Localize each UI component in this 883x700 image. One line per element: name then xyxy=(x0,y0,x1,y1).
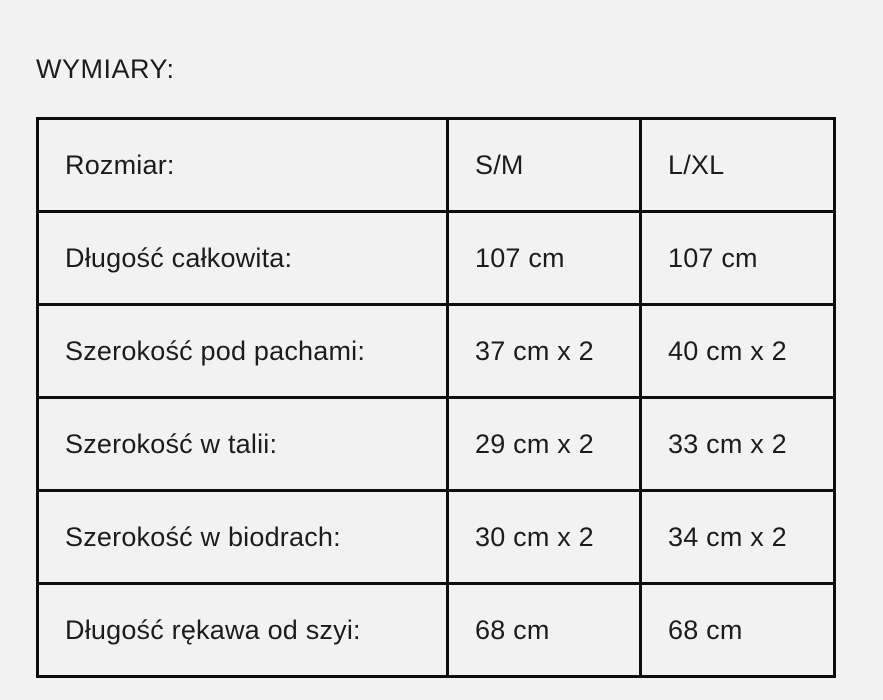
column-header-lxl: L/XL xyxy=(639,117,836,213)
value-cell-sm: 30 cm x 2 xyxy=(446,489,642,585)
table-row-waist-width: Szerokość w talii: 29 cm x 2 33 cm x 2 xyxy=(36,396,836,492)
value-cell-lxl: 33 cm x 2 xyxy=(639,396,836,492)
value-cell-lxl: 40 cm x 2 xyxy=(639,303,836,399)
value-cell-lxl: 34 cm x 2 xyxy=(639,489,836,585)
page-title: WYMIARY: xyxy=(36,54,175,84)
row-label-cell: Szerokość w talii: xyxy=(36,396,449,492)
row-label-cell: Szerokość w biodrach: xyxy=(36,489,449,585)
row-label-cell: Szerokość pod pachami: xyxy=(36,303,449,399)
table-row-header: Rozmiar: S/M L/XL xyxy=(36,117,836,213)
value-cell-lxl: 107 cm xyxy=(639,210,836,306)
row-label-cell: Rozmiar: xyxy=(36,117,449,213)
table-row-hip-width: Szerokość w biodrach: 30 cm x 2 34 cm x … xyxy=(36,489,836,585)
table-row-sleeve-length: Długość rękawa od szyi: 68 cm 68 cm xyxy=(36,582,836,678)
value-cell-sm: 37 cm x 2 xyxy=(446,303,642,399)
table-row-total-length: Długość całkowita: 107 cm 107 cm xyxy=(36,210,836,306)
value-cell-sm: 29 cm x 2 xyxy=(446,396,642,492)
column-header-sm: S/M xyxy=(446,117,642,213)
row-label-cell: Długość rękawa od szyi: xyxy=(36,582,449,678)
value-cell-sm: 107 cm xyxy=(446,210,642,306)
value-cell-sm: 68 cm xyxy=(446,582,642,678)
value-cell-lxl: 68 cm xyxy=(639,582,836,678)
row-label-cell: Długość całkowita: xyxy=(36,210,449,306)
table-row-underarm-width: Szerokość pod pachami: 37 cm x 2 40 cm x… xyxy=(36,303,836,399)
size-chart-table: Rozmiar: S/M L/XL Długość całkowita: 107… xyxy=(36,117,836,678)
